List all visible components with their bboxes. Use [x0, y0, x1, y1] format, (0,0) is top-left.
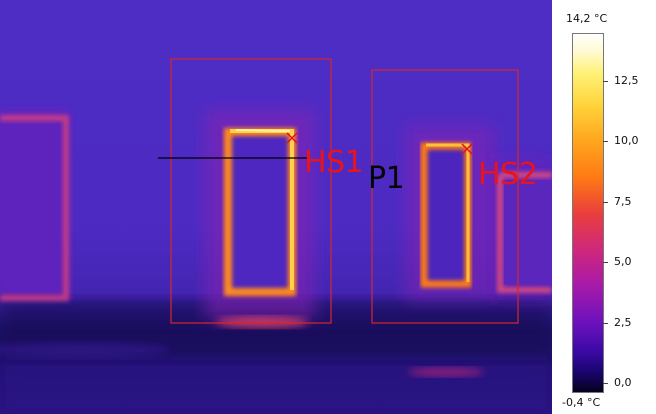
window-3-inner [504, 180, 552, 284]
scale-tick [603, 383, 608, 384]
hotspot-2-marker[interactable] [461, 143, 473, 155]
thermal-canvas [0, 0, 552, 414]
floor-reflection-right [408, 367, 484, 377]
measurement-box-1[interactable] [170, 58, 332, 324]
window-1-top-white [235, 129, 291, 132]
scale-tick-label: 2,5 [614, 316, 632, 329]
scale-tick-label: 7,5 [614, 195, 632, 208]
scale-tick-label: 0,0 [614, 376, 632, 389]
window-left-inner [0, 124, 60, 292]
window-2-inner [424, 146, 468, 284]
window-1-inner [228, 132, 292, 292]
scale-tick [603, 202, 608, 203]
temperature-scale: 14,2 °C 12,5 10,0 7,5 5,0 2,5 0,0 -0,4 °… [552, 0, 656, 414]
scale-tick [603, 81, 608, 82]
measurement-box-2[interactable] [371, 69, 519, 324]
profile-line-label: P1 [368, 161, 405, 196]
scale-tick [603, 323, 608, 324]
scale-tick-label: 12,5 [614, 74, 639, 87]
floor-reflection-left [0, 342, 170, 358]
hotspot-1-label: HS1 [304, 145, 364, 180]
scale-min-label: -0,4 °C [562, 396, 601, 409]
window-3-frame [497, 172, 552, 293]
thermal-image[interactable]: HS1 P1 HS2 [0, 0, 552, 414]
scale-tick-label: 5,0 [614, 255, 632, 268]
color-scale-bar [572, 33, 604, 393]
window-left-frame [0, 115, 69, 301]
hotspot-1-marker[interactable] [286, 132, 298, 144]
scale-tick-label: 10,0 [614, 134, 639, 147]
scale-tick [603, 141, 608, 142]
scale-max-label: 14,2 °C [566, 12, 608, 25]
window-2-frame-hot [426, 143, 470, 282]
hotspot-2-label: HS2 [478, 157, 538, 192]
scale-tick [603, 262, 608, 263]
window-1-floor-glow [216, 316, 308, 328]
